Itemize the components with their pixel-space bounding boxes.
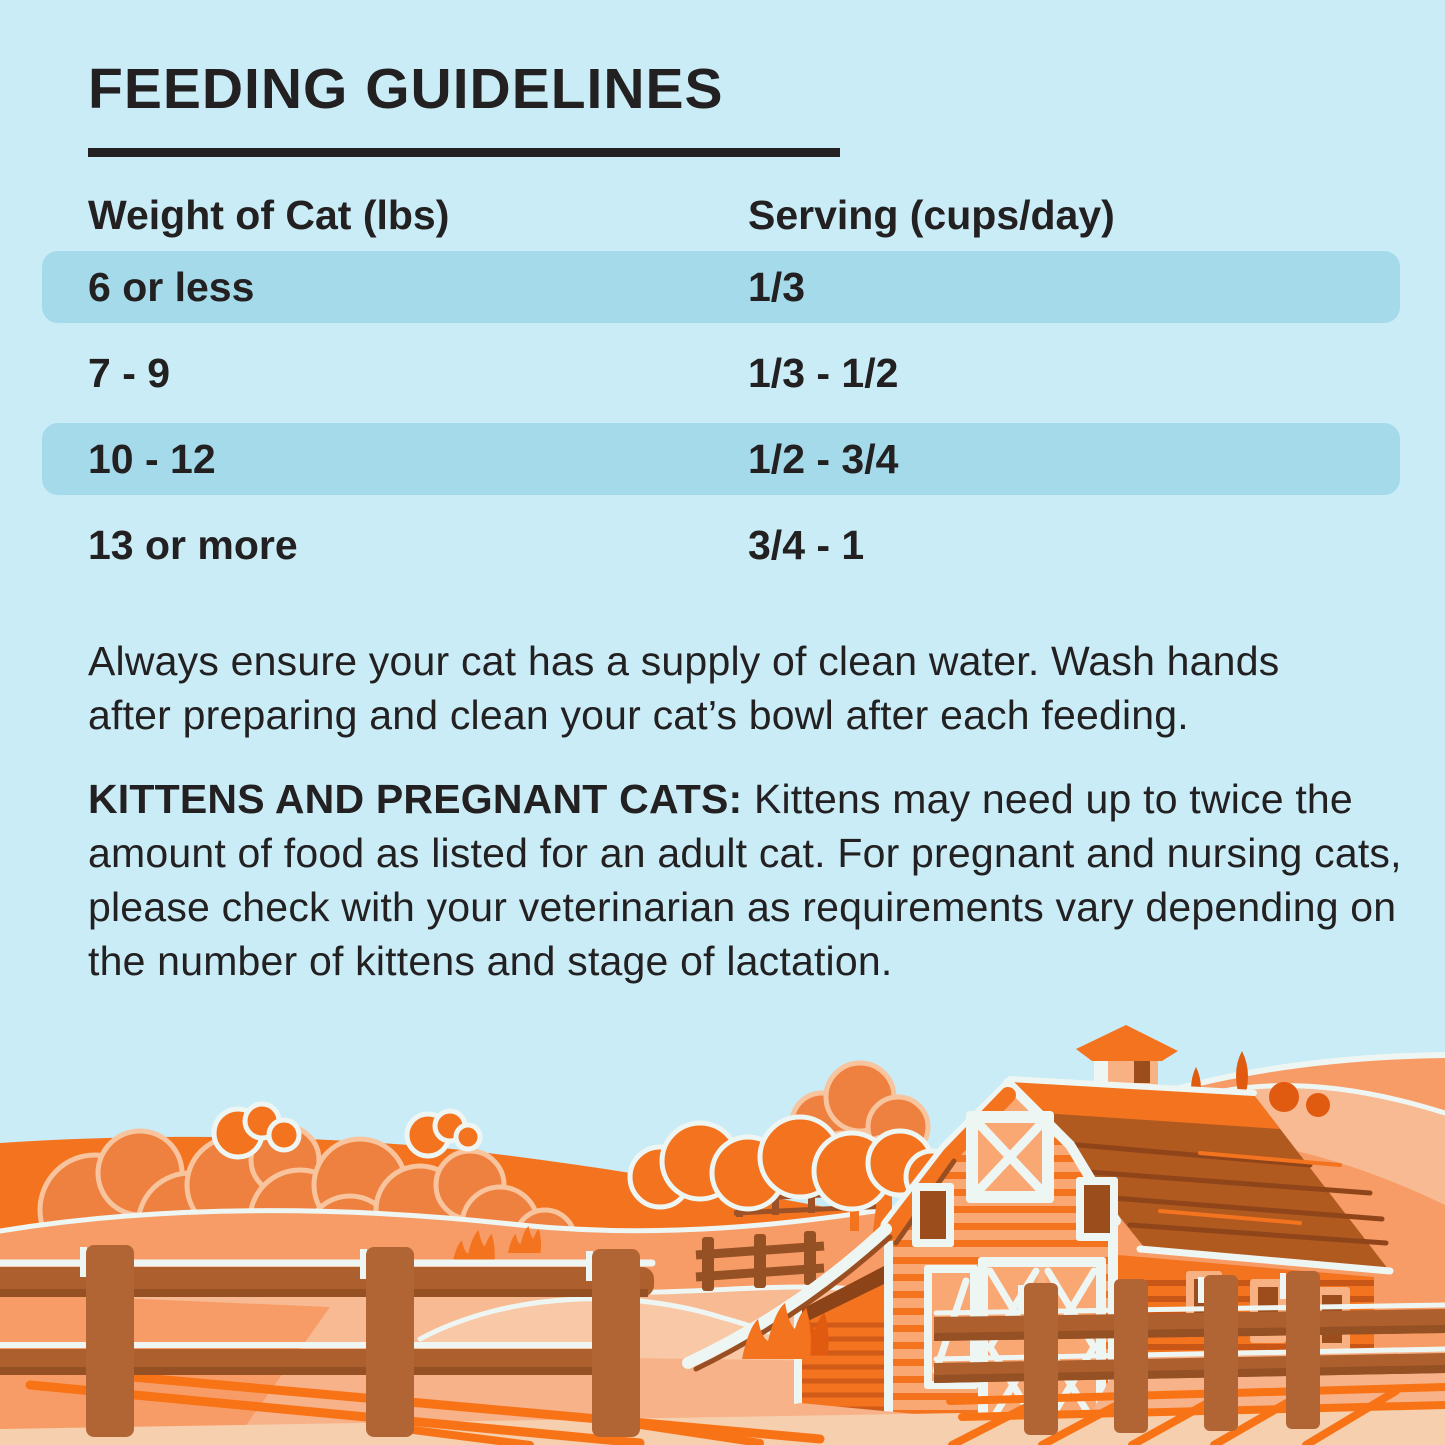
table-row: 10 - 12 1/2 - 3/4 — [42, 423, 1400, 495]
table-row: 13 or more 3/4 - 1 — [42, 509, 1400, 581]
serving-cell: 1/3 — [748, 264, 805, 310]
left-fence — [0, 1245, 656, 1437]
weight-cell: 10 - 12 — [88, 436, 216, 482]
serving-cell: 1/3 - 1/2 — [748, 350, 899, 396]
table-row: 7 - 9 1/3 - 1/2 — [42, 337, 1400, 409]
kittens-note-text: Kittens may need up to twice the amount … — [88, 776, 1402, 984]
weight-cell: 13 or more — [88, 522, 298, 568]
grass-tuft-icon — [452, 1226, 829, 1359]
barn-lean-to — [794, 1265, 886, 1427]
farm-illustration — [0, 1025, 1445, 1445]
weight-cell: 6 or less — [88, 264, 255, 310]
serving-cell: 3/4 - 1 — [748, 522, 865, 568]
bright-tree-clumps-icon — [211, 1101, 483, 1160]
kittens-note-label: KITTENS AND PREGNANT CATS: — [88, 776, 743, 822]
barn-eave-swoosh — [682, 1223, 893, 1372]
serving-cell: 1/2 - 3/4 — [748, 436, 899, 482]
weight-cell: 7 - 9 — [88, 350, 171, 396]
table-row: 6 or less 1/3 — [42, 251, 1400, 323]
title-underline — [88, 148, 840, 157]
barn-right-roof — [1007, 1076, 1394, 1275]
kittens-note: KITTENS AND PREGNANT CATS: Kittens may n… — [88, 772, 1413, 988]
mid-fence — [695, 1231, 825, 1291]
right-fence — [933, 1271, 1445, 1435]
serving-column-header: Serving (cups/day) — [748, 192, 1115, 238]
page-title: FEEDING GUIDELINES — [88, 57, 724, 121]
water-note: Always ensure your cat has a supply of c… — [88, 638, 1280, 738]
barn-front-window-icon — [912, 1177, 1118, 1247]
barn-hayloft-window-icon — [966, 1111, 1054, 1203]
weight-column-header: Weight of Cat (lbs) — [88, 192, 450, 238]
table-header: Weight of Cat (lbs) Serving (cups/day) — [0, 192, 1445, 238]
